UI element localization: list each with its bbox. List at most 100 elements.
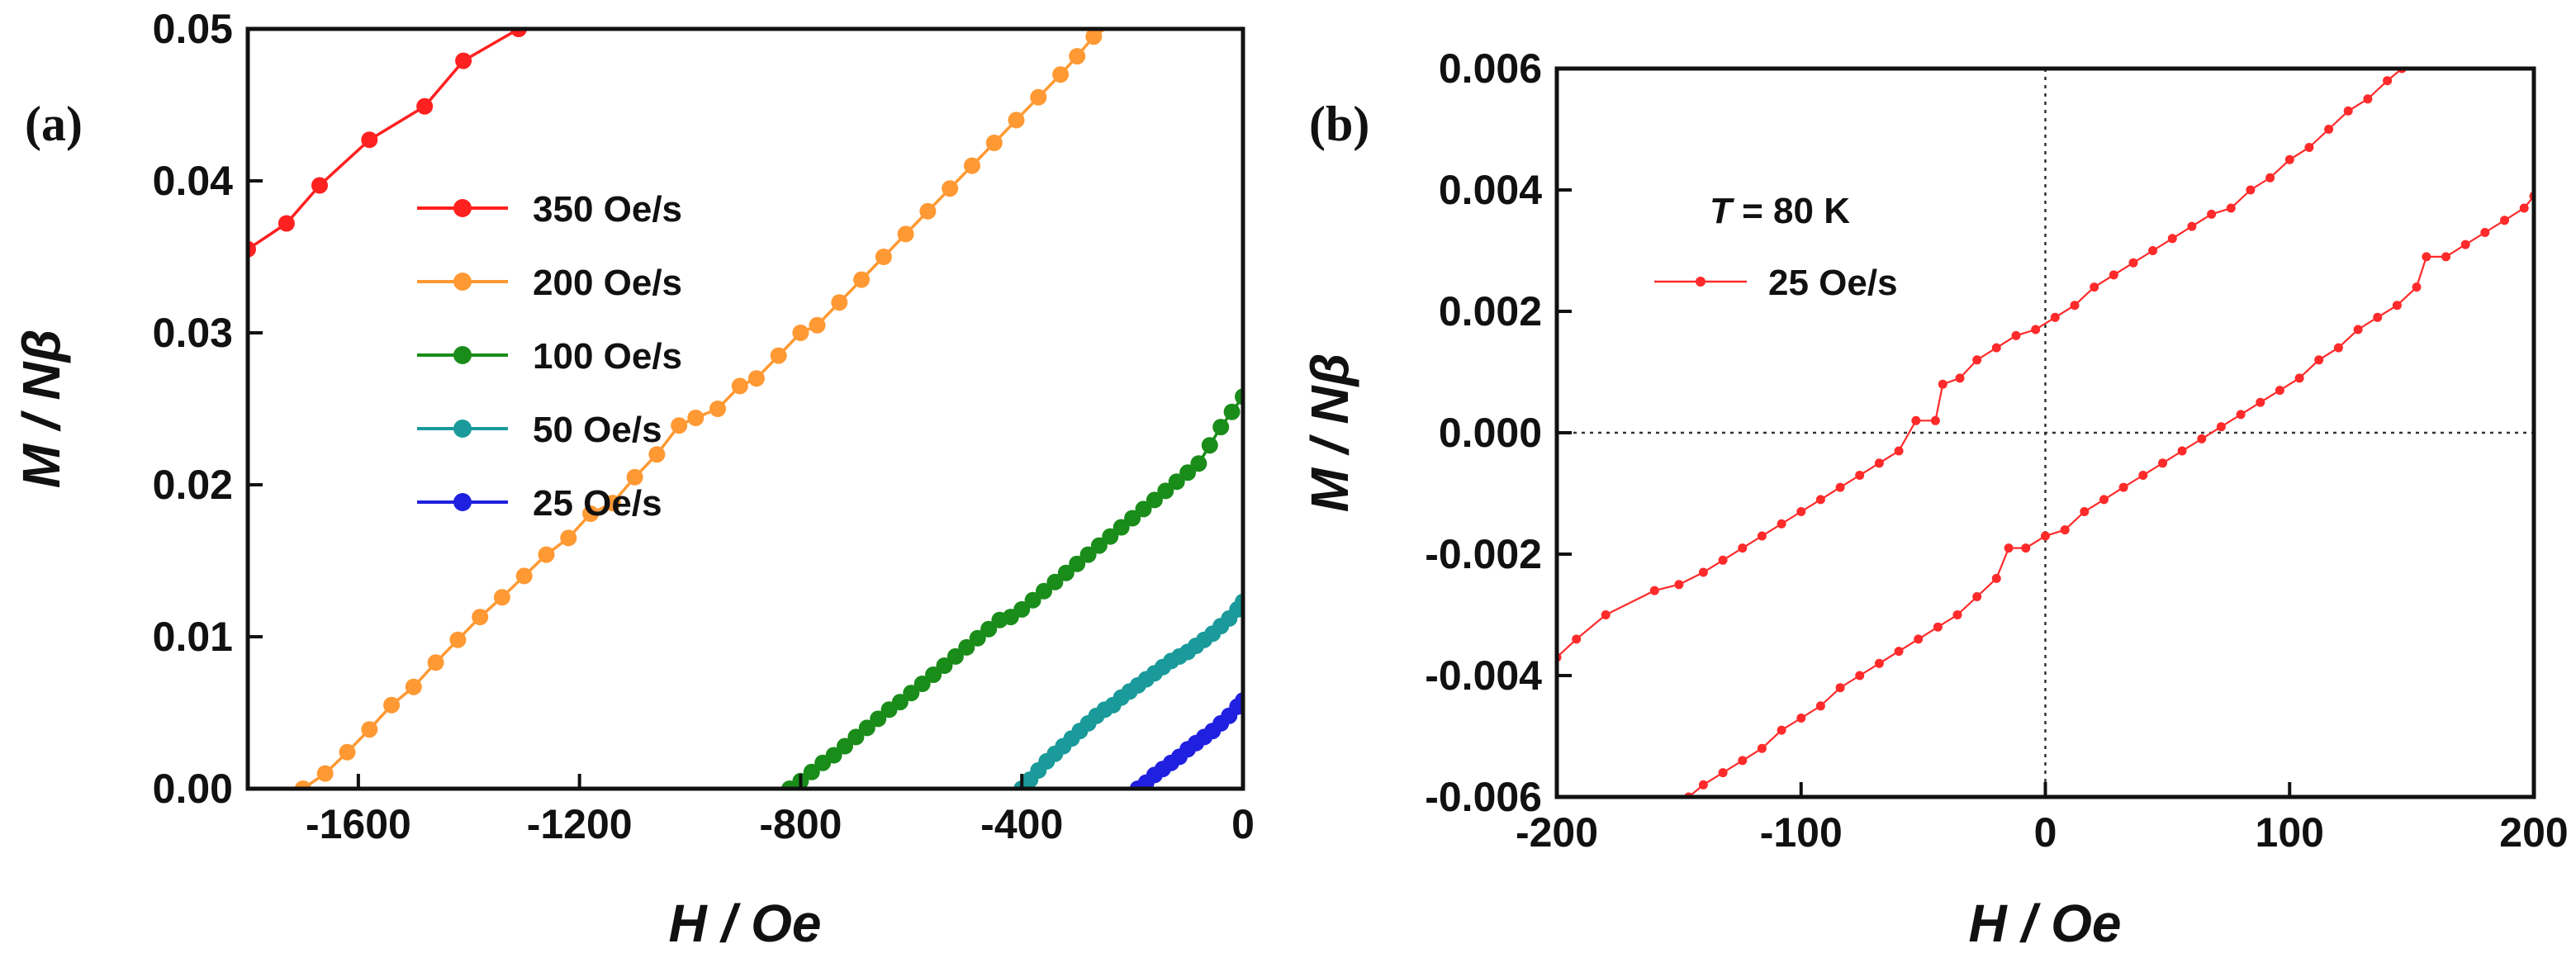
series-100-oe-s-point [1090, 537, 1108, 554]
branch-point [2284, 154, 2294, 164]
branch-point [2412, 282, 2422, 292]
branch-point [2109, 270, 2118, 280]
series-100-oe-s-point [1212, 419, 1230, 436]
series-100-oe-s-point [1168, 473, 1185, 491]
series-100-oe-s-point [1079, 546, 1097, 563]
series-200-oe-s-point [1152, 0, 1169, 10]
y-tick-label: 0.04 [153, 158, 234, 204]
series-100-oe-s-point [858, 719, 875, 737]
panel-a-x-ticks: -1600 -1200 -800 -400 0 [306, 774, 1255, 847]
branch-point [1815, 701, 1825, 711]
branch-point [2500, 216, 2509, 225]
branch-point [2519, 203, 2529, 213]
branch-point [2070, 301, 2080, 311]
x-tick-label: 0 [1231, 801, 1255, 847]
series-200-oe-s-point [1069, 48, 1086, 65]
series-100-oe-s-point [825, 747, 842, 764]
panel-a-y-ticks: 0.00 0.01 0.02 0.03 0.04 0.05 [153, 6, 263, 812]
series-200-oe-s-point [897, 225, 914, 243]
branch-point [2031, 325, 2041, 334]
y-tick-label: 0.000 [1439, 410, 1542, 456]
branch-point [2060, 525, 2070, 535]
series-200-oe-s-point [493, 589, 510, 606]
branch-point [1738, 543, 1748, 553]
panel-b-x-axis-label: H / Oe [1969, 894, 2122, 953]
series-200-oe-s-point [747, 370, 765, 387]
series-200-oe-s-point [875, 249, 892, 265]
branch-point [1757, 743, 1767, 753]
branch-point [2216, 422, 2226, 432]
legend-label: 50 Oe/s [533, 410, 662, 450]
series-100-oe-s-point [913, 676, 931, 692]
series-200-oe-s-point [1174, 0, 1190, 1]
series-100-oe-s-point [1036, 582, 1052, 600]
series-200-oe-s [294, 0, 1190, 789]
hysteresis-branch-lower [1684, 191, 2534, 797]
annotation-value: = 80 K [1732, 191, 1850, 231]
branch-point [1698, 780, 1708, 790]
series-200-oe-s-point [792, 325, 809, 341]
series-100-oe-s-point [925, 666, 942, 683]
series-100-oe-s-point [980, 620, 998, 638]
branch-point [1972, 355, 1982, 365]
branch-point [1933, 622, 1943, 632]
branch-point [1777, 519, 1786, 529]
branch-point [2041, 531, 2050, 541]
legend-label: 350 Oe/s [533, 189, 682, 230]
series-200-oe-s-point [687, 410, 704, 426]
legend-entry-25-oe-s: 25 Oe/s [417, 483, 662, 524]
branch-point [2118, 482, 2128, 492]
series-100-oe-s-point [1190, 455, 1207, 472]
panel-a-label: (a) [25, 97, 83, 151]
legend-marker [453, 199, 472, 217]
legend-label: 100 Oe/s [533, 336, 682, 377]
branch-point [1952, 610, 1962, 619]
series-100-oe-s-point [1013, 600, 1031, 618]
branch-point [2304, 143, 2314, 152]
panel-a: (a) 350 Oe/s 200 Oe/s 100 Oe/s 50 Oe/s 25 Oe… [12, 0, 1255, 953]
panel-b-label: (b) [1309, 97, 1369, 151]
legend-entry-200-oe-s: 200 Oe/s [417, 263, 682, 303]
series-100-oe-s-point [1201, 437, 1218, 454]
branch-point [1991, 343, 2001, 353]
series-200-oe-s-point [731, 377, 748, 395]
series-100-oe-s-point [1102, 528, 1119, 545]
series-350-oe-s-point [278, 215, 295, 232]
branch-point [2187, 221, 2197, 231]
branch-point [1894, 446, 1904, 456]
series-100-oe-s-point [1124, 510, 1141, 527]
series-200-oe-s-point [361, 721, 378, 738]
series-100-oe-s-point [1112, 519, 1130, 536]
series-200-oe-s-point [449, 631, 467, 648]
branch-point [2099, 495, 2109, 505]
x-tick-label: -1600 [306, 801, 411, 847]
branch-point [1674, 580, 1684, 590]
panel-a-series-group [248, 0, 1243, 789]
branch-point [2090, 282, 2099, 292]
series-100-oe-s-point [1135, 500, 1152, 518]
branch-point [1835, 482, 1845, 492]
legend-marker [453, 273, 472, 291]
series-200-oe-s-point [339, 743, 356, 761]
branch-point [2226, 203, 2236, 213]
branch-point [2011, 330, 2021, 340]
series-350-oe-s-point [416, 97, 434, 115]
series-200-oe-s-point [538, 546, 555, 563]
series-100-oe-s-point [1179, 464, 1197, 481]
panel-a-frame [245, 26, 1245, 791]
panel-b-x-ticks: -200 -100 0 100 200 [1516, 782, 2569, 856]
branch-point [1815, 495, 1825, 505]
y-tick-label: 0.03 [153, 310, 233, 356]
branch-point [1718, 555, 1728, 565]
series-200-oe-s-point [831, 294, 848, 311]
branch-point [2363, 94, 2373, 104]
series-100-oe-s-point [1157, 482, 1174, 500]
series-100-oe-s-point [891, 694, 908, 711]
x-tick-label: -100 [1760, 809, 1843, 856]
y-tick-label: -0.002 [1425, 531, 1542, 577]
series-200-oe-s-point [985, 135, 1003, 151]
branch-point [1835, 683, 1845, 693]
y-tick-label: 0.002 [1439, 288, 1542, 334]
series-100-oe-s-point [803, 763, 820, 780]
